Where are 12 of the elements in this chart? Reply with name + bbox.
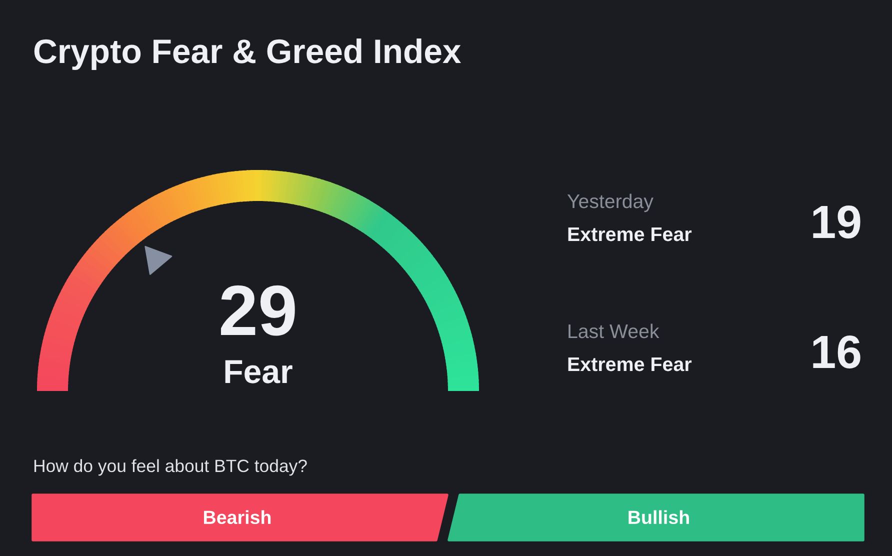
text: How do you feel about BTC today? <box>34 459 307 476</box>
text: Extreme Fear <box>568 227 692 242</box>
category-label: Last Week <box>568 324 660 338</box>
text: Bearish <box>204 510 271 524</box>
category-label: Fear <box>225 360 292 384</box>
category-label: Yesterday <box>567 194 654 212</box>
text: Bullish <box>628 510 689 524</box>
text: Extreme Fear <box>568 357 692 372</box>
text: Crypto Fear & Greed Index <box>34 38 461 70</box>
data-label: 19 <box>813 206 860 238</box>
data-label: 16 <box>813 336 860 368</box>
data-label: 29 <box>220 285 295 336</box>
